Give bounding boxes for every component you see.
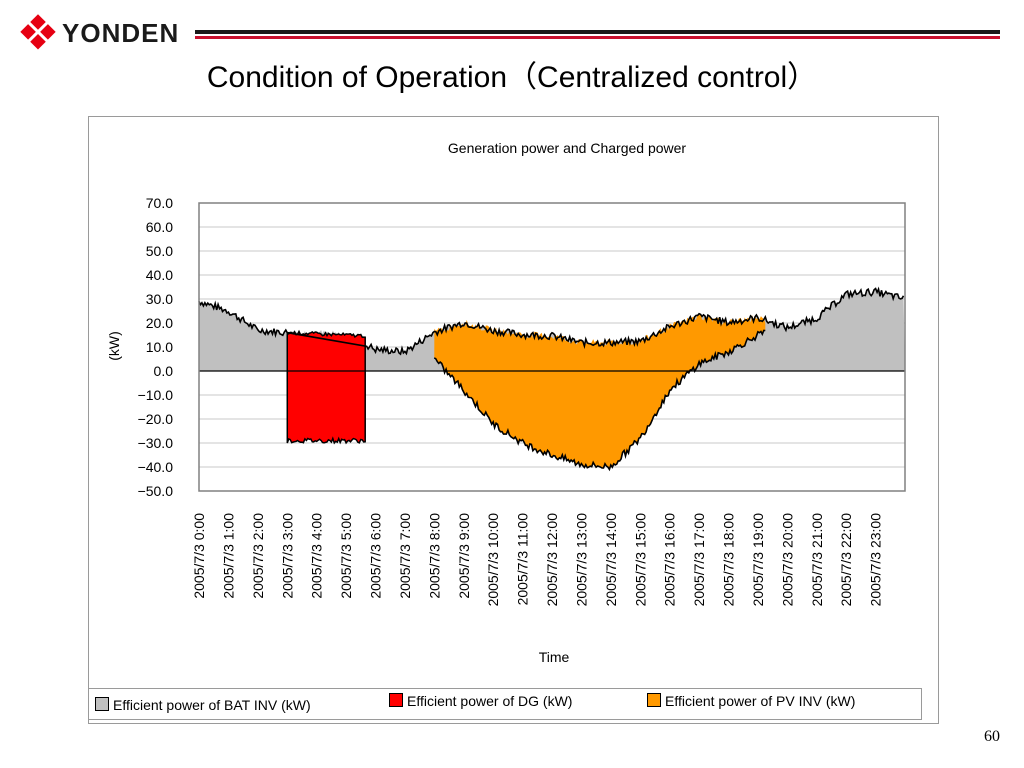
y-tick-label: 40.0: [146, 267, 173, 283]
y-tick-label: −10.0: [138, 387, 174, 403]
x-tick-label: 2005/7/3 17:00: [691, 513, 707, 607]
series-line-charge: [433, 329, 766, 472]
slide-title: Condition of Operation（Centralized contr…: [206, 61, 818, 94]
x-tick-label: 2005/7/3 6:00: [368, 513, 384, 599]
logo-square-1: [30, 14, 46, 30]
x-tick-label: 2005/7/3 13:00: [573, 513, 589, 607]
x-tick-label: 2005/7/3 3:00: [279, 513, 295, 599]
logo-square-3: [20, 24, 36, 40]
y-tick-label: −50.0: [138, 483, 174, 499]
plot-border: [198, 202, 906, 492]
series-area-dg: [286, 329, 366, 445]
legend-swatch-bat: [95, 697, 109, 711]
y-tick-label: 10.0: [146, 339, 173, 355]
legend-item-bat: Efficient power of BAT INV (kW): [95, 697, 311, 713]
x-tick-label: 2005/7/3 18:00: [721, 513, 737, 607]
page-number: 60: [984, 728, 1000, 745]
x-tick-label: 2005/7/3 21:00: [809, 513, 825, 607]
x-axis-label: Time: [539, 649, 570, 665]
legend-swatch-pv: [647, 693, 661, 707]
x-tick-label: 2005/7/3 20:00: [779, 513, 795, 607]
y-tick-label: 50.0: [146, 243, 173, 259]
x-tick-label: 2005/7/3 1:00: [220, 513, 236, 599]
legend-item-dg: Efficient power of DG (kW): [389, 693, 572, 709]
x-tick-label: 2005/7/3 15:00: [632, 513, 648, 607]
chart-svg: Generation power and Charged power (kW) …: [106, 140, 906, 665]
chart-title: Generation power and Charged power: [448, 140, 686, 156]
x-tick-label: 2005/7/3 4:00: [309, 513, 325, 599]
series-area-pv: [434, 314, 766, 470]
x-tick-label: 2005/7/3 5:00: [338, 513, 354, 599]
series-line-total: [198, 286, 905, 356]
legend-item-pv: Efficient power of PV INV (kW): [647, 693, 855, 709]
x-tick-label: 2005/7/3 22:00: [838, 513, 854, 607]
x-tick-label: 2005/7/3 14:00: [603, 513, 619, 607]
logo-square-4: [30, 34, 46, 50]
y-tick-label: 70.0: [146, 195, 173, 211]
legend-label-dg: Efficient power of DG (kW): [407, 693, 573, 709]
y-tick-label: −20.0: [138, 411, 174, 427]
plot-area: 70.0 60.0 50.0 40.0 30.0 20.0 10.0 0.0 −10.0 −20.…: [138, 195, 906, 607]
logo-square-2: [40, 24, 56, 40]
yonden-logo: YONDEN: [14, 14, 204, 54]
x-tick-label: 2005/7/3 16:00: [662, 513, 678, 607]
x-tick-label: 2005/7/3 12:00: [544, 513, 560, 607]
x-tick-label: 2005/7/3 19:00: [750, 513, 766, 607]
legend-swatch-dg: [389, 693, 403, 707]
brand-name: YONDEN: [62, 18, 180, 48]
y-tick-label: −30.0: [138, 435, 174, 451]
chart-legend: Efficient power of BAT INV (kW) Efficien…: [88, 688, 922, 720]
legend-label-pv: Efficient power of PV INV (kW): [665, 693, 856, 709]
y-tick-label: 20.0: [146, 315, 173, 331]
chart-frame: Generation power and Charged power (kW) …: [88, 116, 939, 724]
y-tick-label: 60.0: [146, 219, 173, 235]
header-rule: [195, 30, 1000, 39]
x-tick-label: 2005/7/3 23:00: [868, 513, 884, 607]
x-tick-label: 2005/7/3 0:00: [191, 513, 207, 599]
x-tick-label: 2005/7/3 11:00: [515, 513, 531, 606]
legend-label-bat: Efficient power of BAT INV (kW): [113, 697, 311, 713]
x-tick-label: 2005/7/3 8:00: [426, 513, 442, 599]
y-tick-label: 30.0: [146, 291, 173, 307]
y-tick-label: 0.0: [154, 363, 174, 379]
x-tick-label: 2005/7/3 10:00: [485, 513, 501, 607]
y-tick-label: −40.0: [138, 459, 174, 475]
yonden-logo-mark-icon: [20, 14, 56, 50]
x-tick-label: 2005/7/3 7:00: [397, 513, 413, 599]
x-tick-label: 2005/7/3 9:00: [456, 513, 472, 599]
x-tick-label: 2005/7/3 2:00: [250, 513, 266, 599]
y-axis-label: (kW): [106, 331, 122, 361]
